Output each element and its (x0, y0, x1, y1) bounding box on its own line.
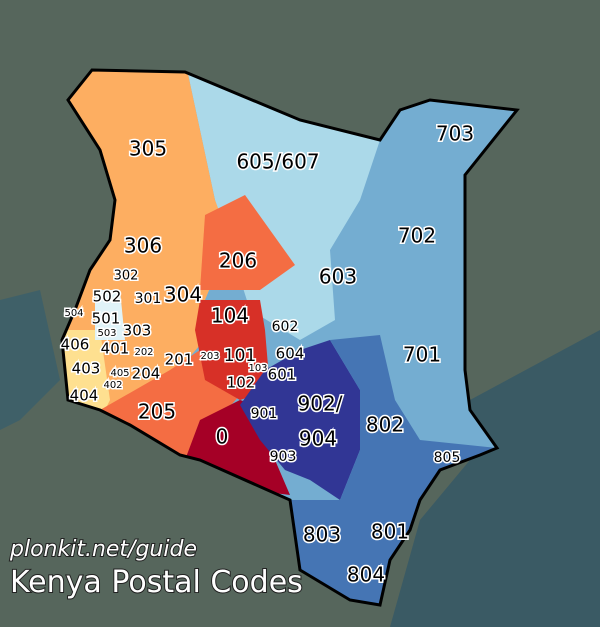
region-label: 601 (268, 366, 297, 384)
region-label: 501 (92, 310, 121, 328)
region-206 (200, 195, 295, 290)
region-label: 701 (403, 343, 441, 367)
region-label: 804 (347, 563, 385, 587)
region-nairobi (195, 300, 270, 400)
region-label: 605/607 (236, 150, 319, 174)
region-label: 902/ (298, 392, 343, 416)
border (60, 68, 520, 607)
region-label: 402 (103, 380, 122, 391)
region-label: 603 (319, 265, 357, 289)
title: Kenya Postal Codes (10, 565, 303, 600)
region-label: 801 (371, 520, 409, 544)
region-label: 303 (123, 322, 152, 340)
region-west-small (95, 290, 125, 340)
region-label: 201 (165, 351, 194, 369)
region-label: 903 (270, 449, 297, 465)
region-label: 404 (70, 387, 99, 405)
region-label: 703 (436, 122, 474, 146)
region-label: 802 (366, 413, 404, 437)
region-902-904 (240, 340, 360, 500)
labels: 305 605/607 703 702 306 206 603 302 502 301 304 504… (59, 120, 475, 588)
lake (0, 290, 60, 430)
region-label: 102 (227, 374, 256, 392)
region-label: 0 (216, 425, 229, 449)
ocean (390, 330, 600, 627)
region-label: 205 (138, 400, 176, 424)
source: plonkit.net/guide (9, 537, 197, 562)
region-label: 304 (164, 283, 202, 307)
region-label: 203 (200, 351, 219, 362)
region-label: 604 (276, 345, 305, 363)
region-label: 206 (219, 249, 257, 273)
region-label: 104 (211, 304, 249, 328)
region-label: 406 (61, 336, 90, 354)
region-label: 503 (97, 328, 116, 339)
region-label: 403 (72, 360, 101, 378)
region-north (185, 70, 380, 340)
region-southeast (280, 335, 497, 605)
region-label: 805 (434, 450, 461, 466)
region-label: 904 (299, 427, 337, 451)
region-label: 306 (124, 234, 162, 258)
region-label: 101 (224, 346, 256, 366)
region-label: 401 (101, 340, 130, 358)
region-label: 305 (129, 137, 167, 161)
region-label: 405 (110, 368, 129, 379)
region-label: 504 (64, 308, 83, 319)
region-label: 103 (248, 363, 267, 374)
region-label: 204 (132, 365, 161, 383)
region-label: 803 (303, 523, 341, 547)
region-label: 602 (272, 319, 299, 335)
region-label: 901 (251, 406, 278, 422)
region-label: 502 (93, 288, 122, 306)
region-label: 301 (135, 291, 162, 307)
region-label: 302 (114, 269, 139, 284)
region-label: 202 (134, 347, 153, 358)
region-label: 702 (398, 224, 436, 248)
